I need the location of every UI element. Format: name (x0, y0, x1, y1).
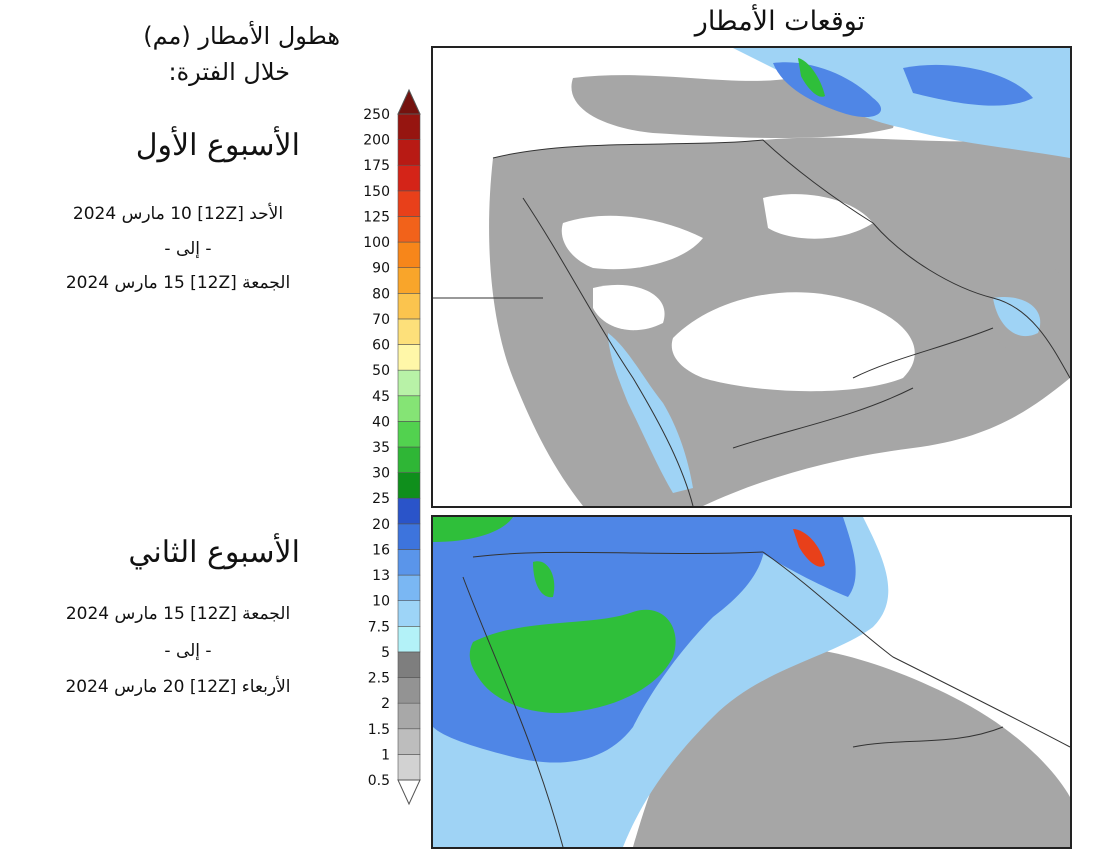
colorbar-tick-label: 2 (381, 696, 390, 712)
precipitation-colorbar: 0.5 1 1.5 2 2.5 5 7.5 10 13 16 20 25 30 35 40 45 50 60 70 8… (363, 88, 421, 806)
colorbar-tick-label: 250 (363, 107, 390, 123)
colorbar-tick-label: 13 (372, 568, 390, 584)
week2-separator: - إلى - (164, 641, 212, 661)
colorbar-tick-label: 1.5 (368, 722, 390, 738)
colorbar-swatch (397, 523, 421, 550)
colorbar-tick-label: 150 (363, 184, 390, 200)
colorbar-swatch (397, 395, 421, 422)
colorbar-tick-label: 40 (372, 414, 390, 430)
colorbar-swatch (397, 600, 421, 627)
colorbar-tick-label: 10 (372, 594, 390, 610)
colorbar-swatch (397, 190, 421, 217)
colorbar-tick-label: 60 (372, 338, 390, 354)
colorbar-swatch (397, 139, 421, 166)
colorbar-tick-label: 5 (381, 645, 390, 661)
colorbar-swatch (397, 293, 421, 320)
week2-end-date: الأربعاء [12Z] 20 مارس 2024 (65, 677, 291, 697)
week1-separator: - إلى - (164, 239, 212, 259)
colorbar-swatch (397, 702, 421, 730)
map-week1-moderate-rain (773, 62, 1033, 118)
colorbar-tick-label: 2.5 (368, 671, 390, 687)
colorbar-swatch (397, 216, 421, 243)
week2-title: الأسبوع الثاني (128, 535, 300, 570)
colorbar-min-arrow (397, 779, 421, 806)
colorbar-swatch (397, 651, 421, 678)
colorbar-max-arrow (397, 88, 421, 115)
colorbar-tick-label: 70 (372, 312, 390, 328)
colorbar-tick-label: 7.5 (368, 619, 390, 635)
colorbar-swatch (397, 677, 421, 704)
legend-subtitle: خلال الفترة: (168, 58, 291, 86)
week1-title: الأسبوع الأول (135, 128, 300, 163)
week2-start-date: الجمعة [12Z] 15 مارس 2024 (65, 604, 291, 624)
colorbar-swatch (397, 446, 421, 473)
map-week1-boundaries (433, 139, 1070, 506)
colorbar-swatch (397, 549, 421, 576)
colorbar-swatch (397, 574, 421, 601)
colorbar-tick-label: 25 (372, 491, 390, 507)
colorbar-tick-label: 45 (372, 389, 390, 405)
map-week2 (431, 515, 1072, 849)
colorbar-swatch (397, 318, 421, 345)
colorbar-tick-label: 1 (381, 747, 390, 763)
colorbar-tick-label: 100 (363, 235, 390, 251)
colorbar-swatch (397, 472, 421, 499)
map-week2-boundaries (462, 551, 1070, 847)
colorbar-swatch (397, 241, 421, 268)
colorbar-tick-label: 80 (372, 286, 390, 302)
week1-start-date: الأحد [12Z] 10 مارس 2024 (72, 204, 284, 224)
map-week1-dry-areas (561, 194, 915, 392)
colorbar-tick-label: 90 (372, 261, 390, 277)
colorbar-swatch (397, 497, 421, 525)
colorbar-swatch (397, 164, 421, 192)
page-title: توقعات الأمطار (694, 6, 866, 37)
map-week2-heavy-rain (433, 517, 676, 713)
map-week1-heavy-rain (798, 58, 825, 97)
colorbar-swatch (397, 728, 421, 755)
week1-end-date: الجمعة [12Z] 15 مارس 2024 (65, 273, 291, 293)
colorbar-tick-label: 200 (363, 133, 390, 149)
colorbar-tick-label: 0.5 (368, 773, 390, 789)
colorbar-swatch (397, 344, 421, 371)
colorbar-tick-label: 16 (372, 542, 390, 558)
colorbar-tick-label: 50 (372, 363, 390, 379)
colorbar-swatch (397, 626, 421, 653)
colorbar-swatch (397, 369, 421, 397)
colorbar-tick-label: 125 (363, 209, 390, 225)
colorbar-swatch (397, 113, 421, 140)
colorbar-swatch (397, 421, 421, 448)
map-week2-very-heavy-rain (793, 529, 825, 567)
colorbar-tick-label: 35 (372, 440, 390, 456)
colorbar-tick-label: 30 (372, 466, 390, 482)
colorbar-swatch (397, 754, 421, 781)
colorbar-tick-label: 175 (363, 158, 390, 174)
map-week2-trace-rain (633, 645, 1070, 847)
map-week1 (431, 46, 1072, 508)
legend-title: هطول الأمطار (مم) (143, 22, 340, 50)
colorbar-swatch (397, 267, 421, 294)
colorbar-tick-label: 20 (372, 517, 390, 533)
